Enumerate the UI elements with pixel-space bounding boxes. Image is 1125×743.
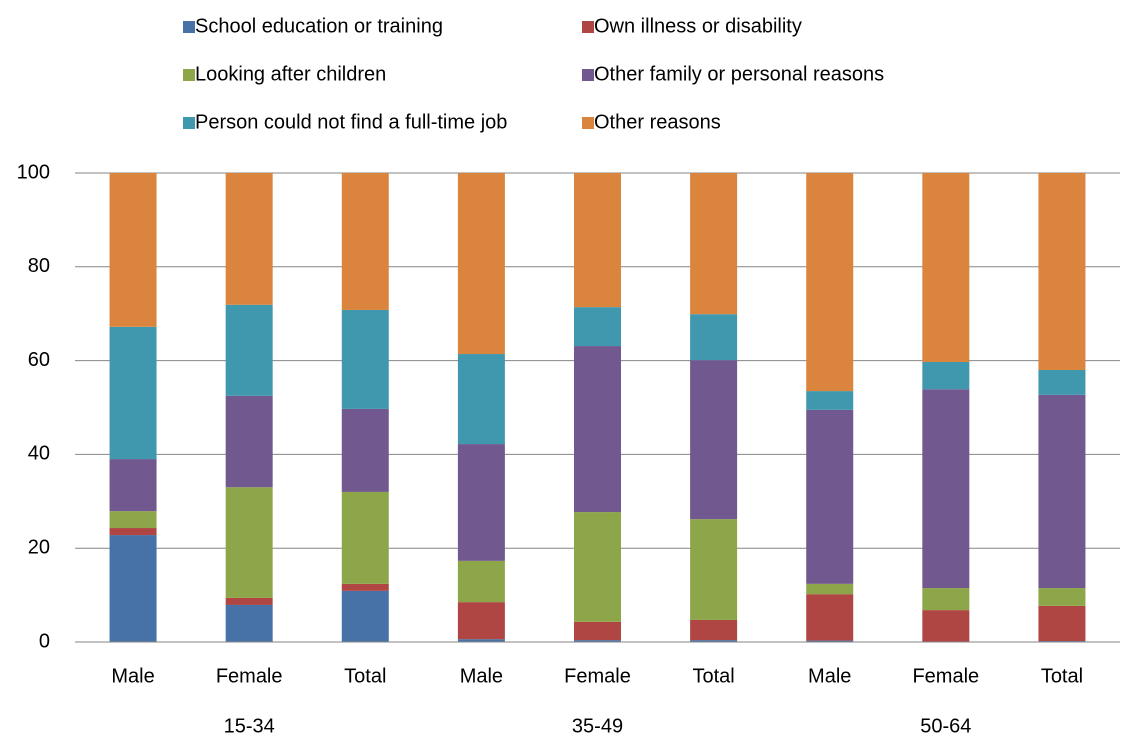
bar-segment bbox=[110, 528, 157, 535]
bar-segment bbox=[342, 310, 389, 409]
legend-swatch bbox=[183, 117, 195, 129]
bar-segment bbox=[806, 173, 853, 391]
bar-segment bbox=[458, 561, 505, 602]
bar-segment bbox=[458, 354, 505, 444]
bar-segment bbox=[1038, 173, 1085, 370]
bar-segment bbox=[690, 360, 737, 519]
bar-segment bbox=[1038, 370, 1085, 395]
bar-segment bbox=[342, 409, 389, 492]
x-tick-label: Female bbox=[912, 665, 979, 687]
bar-segment bbox=[226, 305, 273, 396]
y-tick-label: 60 bbox=[28, 349, 50, 371]
bar-segment bbox=[574, 173, 621, 307]
bar-segment bbox=[226, 487, 273, 598]
y-tick-label: 80 bbox=[28, 255, 50, 277]
bar-segment bbox=[110, 327, 157, 459]
legend-swatch bbox=[582, 117, 594, 129]
group-label: 50-64 bbox=[920, 715, 971, 737]
bar-segment bbox=[110, 459, 157, 511]
x-tick-label: Male bbox=[808, 665, 851, 687]
bar-segment bbox=[458, 173, 505, 354]
y-tick-label: 0 bbox=[39, 630, 50, 652]
bar-segment bbox=[922, 588, 969, 610]
legend-label: School education or training bbox=[195, 15, 443, 37]
legend-label: Own illness or disability bbox=[594, 15, 802, 37]
bar-segment bbox=[110, 173, 157, 327]
bar-segment bbox=[226, 605, 273, 642]
x-tick-label: Total bbox=[1041, 665, 1083, 687]
bar-segment bbox=[690, 620, 737, 640]
bar-segment bbox=[806, 391, 853, 410]
bar-segment bbox=[806, 584, 853, 594]
legend-label: Other family or personal reasons bbox=[594, 63, 884, 85]
bar-segment bbox=[110, 511, 157, 528]
bar-segment bbox=[690, 519, 737, 620]
bar-segment bbox=[1038, 606, 1085, 641]
y-tick-label: 100 bbox=[17, 161, 50, 183]
bar-segment bbox=[110, 535, 157, 642]
x-tick-label: Female bbox=[564, 665, 631, 687]
bar-segment bbox=[342, 492, 389, 584]
x-tick-label: Female bbox=[216, 665, 283, 687]
legend-label: Other reasons bbox=[594, 111, 721, 133]
group-label: 35-49 bbox=[572, 715, 623, 737]
bar-segment bbox=[574, 622, 621, 640]
bar-segment bbox=[574, 346, 621, 512]
bar-segment bbox=[922, 173, 969, 362]
x-tick-label: Total bbox=[344, 665, 386, 687]
x-tick-label: Male bbox=[460, 665, 503, 687]
bar-segment bbox=[342, 591, 389, 642]
bar-segment bbox=[342, 173, 389, 310]
bar-segment bbox=[1038, 588, 1085, 606]
bar-segment bbox=[574, 512, 621, 622]
bar-segment bbox=[690, 173, 737, 314]
bar-segment bbox=[226, 173, 273, 305]
bar-segment bbox=[574, 307, 621, 346]
y-tick-label: 20 bbox=[28, 536, 50, 558]
bar-segment bbox=[342, 584, 389, 591]
bar-segment bbox=[226, 598, 273, 605]
x-tick-label: Total bbox=[692, 665, 734, 687]
y-tick-label: 40 bbox=[28, 443, 50, 465]
x-tick-label: Male bbox=[111, 665, 154, 687]
group-label: 15-34 bbox=[224, 715, 275, 737]
bar-segment bbox=[458, 444, 505, 561]
legend-swatch bbox=[582, 69, 594, 81]
legend-swatch bbox=[183, 69, 195, 81]
bar-segment bbox=[922, 610, 969, 641]
bar-segment bbox=[806, 594, 853, 640]
legend-label: Person could not find a full-time job bbox=[195, 111, 507, 133]
legend-swatch bbox=[183, 21, 195, 33]
bar-segment bbox=[806, 410, 853, 584]
bar-segment bbox=[922, 362, 969, 389]
bar-segment bbox=[690, 314, 737, 360]
bar-segment bbox=[1038, 395, 1085, 588]
legend-label: Looking after children bbox=[195, 63, 386, 85]
bar-segment bbox=[458, 602, 505, 639]
bar-segment bbox=[922, 389, 969, 588]
bar-segment bbox=[226, 396, 273, 487]
legend-swatch bbox=[582, 21, 594, 33]
